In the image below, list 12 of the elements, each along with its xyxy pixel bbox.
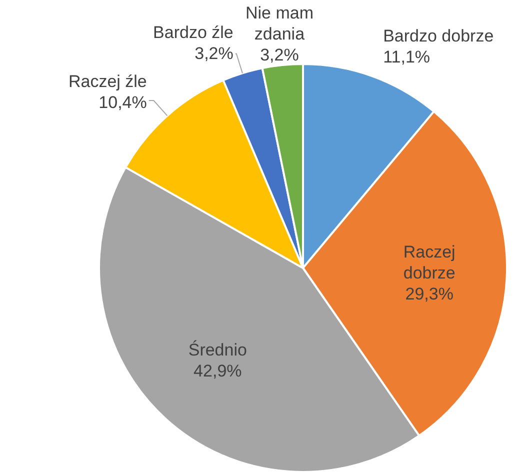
slice-label: Raczej dobrze	[403, 242, 456, 282]
slice-label: Bardzo dobrze	[383, 26, 494, 46]
slice-label: Średnio	[188, 340, 247, 360]
data-label: 10,4%	[98, 93, 147, 112]
data-label: 11,1%	[383, 48, 430, 67]
slice-label: Raczej źle	[68, 72, 147, 92]
data-label: 29,3%	[405, 284, 454, 304]
slice-label: Bardzo źle	[153, 23, 234, 42]
slice-label: Nie mam zdania	[245, 3, 314, 44]
data-label: 3,2%	[260, 45, 299, 64]
data-label: 42,9%	[194, 362, 242, 381]
data-label: 3,2%	[194, 44, 234, 64]
